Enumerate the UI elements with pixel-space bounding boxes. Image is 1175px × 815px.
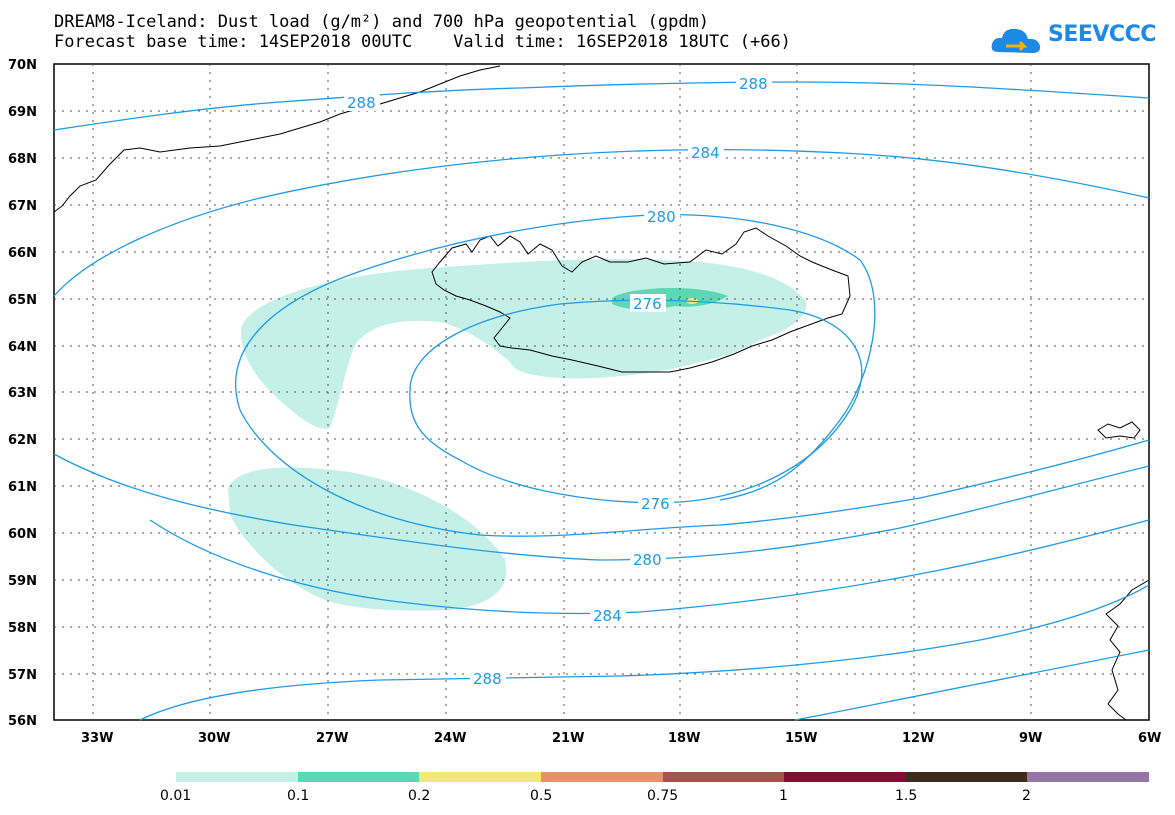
lon-label: 12W	[902, 731, 934, 746]
coast-iceland	[431, 227, 851, 373]
lat-axis-labels: 70N 69N 68N 67N 66N 65N 64N 63N 62N 61N …	[8, 58, 37, 729]
coast-faroe	[1097, 421, 1141, 439]
contour-label: 280	[633, 551, 662, 569]
contour-label: 288	[473, 670, 502, 688]
legend-label: 1.5	[895, 788, 917, 804]
contour-label: 284	[691, 144, 720, 162]
legend-label: 0.75	[647, 788, 678, 804]
legend-label: 0.01	[160, 788, 191, 804]
lat-label: 65N	[8, 293, 37, 308]
lat-label: 62N	[8, 433, 37, 448]
lon-label: 30W	[198, 731, 230, 746]
contour-288-se	[794, 649, 1150, 721]
legend-swatch	[906, 772, 1027, 782]
coast-greenland	[53, 65, 501, 213]
graticule	[54, 64, 1149, 720]
lat-label: 67N	[8, 199, 37, 214]
dust-legend: 0.01 0.1 0.2 0.5 0.75 1 1.5 2	[160, 772, 1149, 804]
legend-swatch	[1027, 772, 1149, 782]
contour-280	[53, 214, 1150, 561]
contour-label: 288	[739, 75, 768, 93]
lon-label: 9W	[1019, 731, 1042, 746]
lon-label: 6W	[1138, 731, 1161, 746]
legend-label: 2	[1022, 788, 1031, 804]
cloud-logo-icon	[991, 28, 1041, 53]
lon-label: 21W	[552, 731, 584, 746]
lat-label: 69N	[8, 105, 37, 120]
contour-288-north	[53, 81, 1150, 131]
lat-label: 70N	[8, 58, 37, 73]
lat-label: 59N	[8, 574, 37, 589]
legend-swatch	[176, 772, 298, 782]
lon-label: 18W	[668, 731, 700, 746]
geopotential-contours	[53, 81, 1150, 721]
contour-288-south	[139, 584, 1150, 721]
lat-label: 68N	[8, 152, 37, 167]
lat-label: 58N	[8, 621, 37, 636]
legend-swatch	[541, 772, 663, 782]
legend-label: 1	[779, 788, 788, 804]
coastlines	[53, 65, 1150, 721]
legend-label: 0.5	[530, 788, 552, 804]
map-subtitle-times: Forecast base time: 14SEP2018 00UTC Vali…	[54, 32, 791, 52]
lon-axis-labels: 33W 30W 27W 24W 21W 18W 15W 12W 9W 6W	[81, 731, 1161, 746]
lon-label: 27W	[316, 731, 348, 746]
lat-label: 64N	[8, 340, 37, 355]
contour-label: 276	[641, 495, 670, 513]
legend-label: 0.2	[408, 788, 430, 804]
lat-label: 60N	[8, 527, 37, 542]
contour-label: 288	[347, 94, 376, 112]
lon-label: 15W	[785, 731, 817, 746]
contour-284-south	[149, 519, 1150, 615]
lat-label: 56N	[8, 714, 37, 729]
dust-area-south	[228, 467, 507, 611]
lon-label: 24W	[434, 731, 466, 746]
logo-text: SEEVCCC	[1048, 22, 1156, 47]
legend-swatch	[298, 772, 419, 782]
map-title: DREAM8-Iceland: Dust load (g/m²) and 700…	[54, 12, 710, 32]
contour-276	[409, 299, 863, 504]
lon-label: 33W	[81, 731, 113, 746]
legend-label: 0.1	[287, 788, 309, 804]
contour-label: 276	[633, 295, 662, 313]
contour-labels: 288 288 284 280 276 276 280 284 288	[344, 74, 772, 688]
legend-swatch	[419, 772, 541, 782]
lat-label: 61N	[8, 480, 37, 495]
coast-scotland	[1105, 579, 1150, 721]
lat-label: 57N	[8, 668, 37, 683]
contour-284-north	[53, 148, 1150, 297]
lat-label: 66N	[8, 246, 37, 261]
contour-label: 280	[647, 208, 676, 226]
contour-label: 284	[593, 607, 622, 625]
lat-label: 63N	[8, 386, 37, 401]
legend-swatch	[663, 772, 784, 782]
legend-swatch	[784, 772, 906, 782]
